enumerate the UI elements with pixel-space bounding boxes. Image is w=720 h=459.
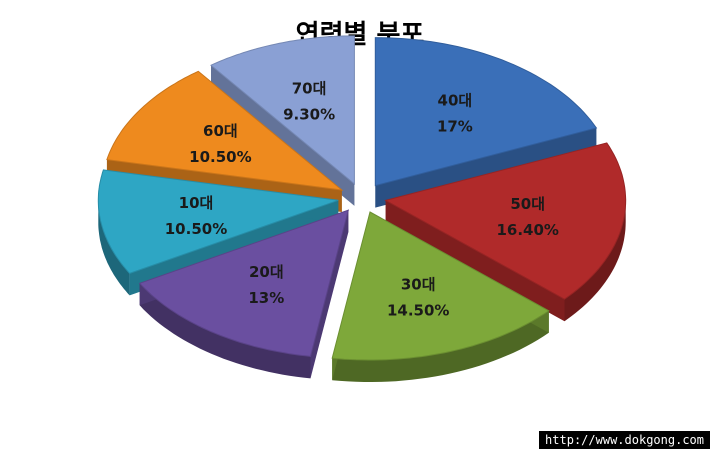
slice-value-50대: 16.40% (496, 221, 558, 239)
slice-label-60대: 60대 (203, 122, 238, 140)
pie-slice-30대 (331, 211, 550, 382)
slice-value-20대: 13% (248, 289, 284, 307)
slice-label-50대: 50대 (510, 195, 545, 213)
pie-top-20대 (138, 209, 350, 357)
pie-wall-50대-1 (385, 200, 565, 322)
pie-top-60대 (106, 70, 344, 191)
slice-label-70대: 70대 (292, 80, 327, 98)
pie-top-10대 (97, 169, 339, 274)
slice-value-40대: 17% (437, 118, 473, 136)
pie-top-30대 (331, 211, 550, 361)
pie-top-50대 (384, 142, 627, 300)
slice-label-40대: 40대 (438, 92, 473, 110)
pie-side-10대 (98, 200, 130, 296)
watermark: http://www.dokgong.com (539, 431, 710, 449)
slice-value-70대: 9.30% (283, 106, 335, 124)
pie-side-50대 (564, 200, 626, 322)
pie-slice-20대 (138, 209, 350, 379)
pie-wall-40대-1 (375, 128, 597, 208)
slice-label-30대: 30대 (401, 276, 436, 294)
slice-value-30대: 14.50% (387, 302, 449, 320)
pie-side-30대 (332, 310, 549, 382)
pie-slice-40대 (374, 37, 598, 208)
slice-value-10대: 10.50% (165, 220, 227, 238)
pie-wall-20대-0 (310, 210, 349, 379)
pie-side-20대 (139, 283, 311, 379)
slice-label-10대: 10대 (179, 194, 214, 212)
pie-top-70대 (210, 35, 355, 185)
slice-label-20대: 20대 (249, 263, 284, 281)
pie-top-40대 (374, 37, 598, 187)
pie-slice-50대 (384, 142, 627, 322)
slice-value-60대: 10.50% (189, 148, 251, 166)
